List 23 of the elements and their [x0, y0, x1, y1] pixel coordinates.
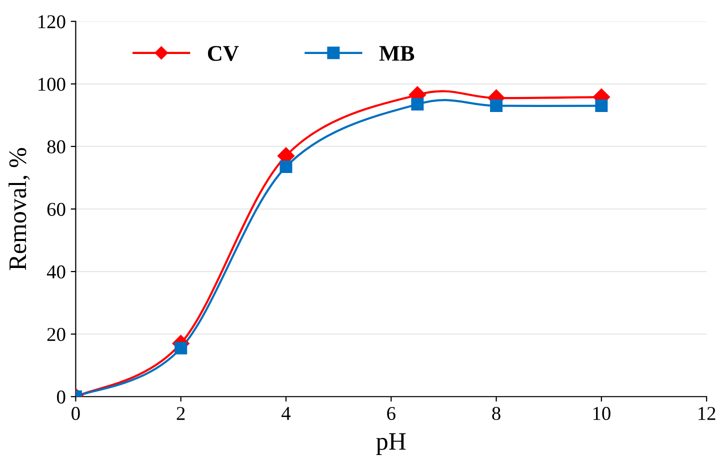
x-axis-title: pH: [376, 433, 406, 455]
y-axis-title: Removal, %: [8, 148, 30, 270]
y-tick-label: 20: [47, 328, 66, 342]
x-tick-label: 4: [282, 407, 291, 420]
x-tick-label: 2: [176, 406, 185, 420]
point: [174, 342, 188, 354]
x-tick-label: 0: [72, 406, 80, 420]
x-tick-label: 10: [593, 406, 610, 420]
point: [595, 100, 608, 112]
x-tick-label: 6: [387, 406, 396, 420]
point: [280, 160, 292, 174]
point: [411, 98, 424, 110]
x-tick-label: 8: [492, 406, 500, 420]
x-tick-label: 12: [698, 406, 716, 420]
y-tick-label: 40: [46, 265, 66, 278]
y-tick-label: 60: [47, 202, 66, 216]
y-tick-label: 120: [38, 15, 66, 28]
point: [490, 100, 503, 112]
legend-label: MB: [379, 46, 414, 61]
y-tick-label: 0: [57, 390, 66, 404]
y-tick-label: 100: [38, 78, 66, 91]
y-tick-label: 80: [47, 140, 66, 154]
legend-label: CV: [208, 46, 239, 62]
